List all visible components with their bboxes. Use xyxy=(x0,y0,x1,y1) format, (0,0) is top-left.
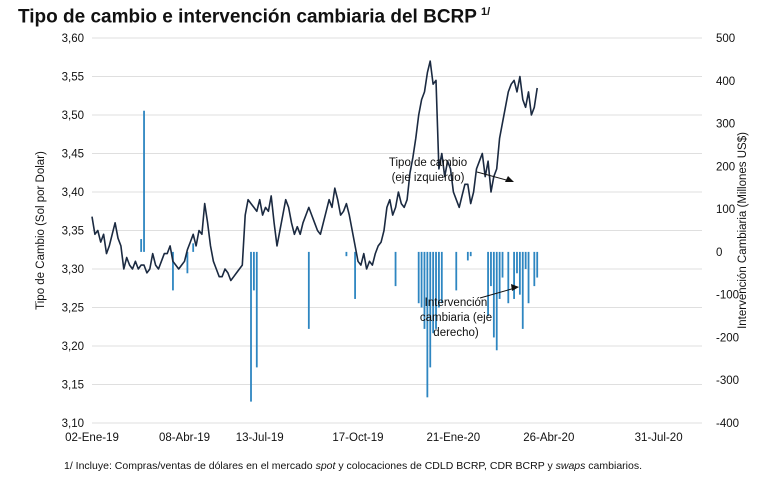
x-tick-label: 21-Ene-20 xyxy=(427,432,481,444)
x-tick-label: 08-Abr-19 xyxy=(159,432,210,444)
annotation-exchange-line2: (eje izquierdo) xyxy=(392,172,465,184)
intervention-bar xyxy=(455,251,458,291)
intervention-bar xyxy=(524,251,527,269)
chart-title-superscript: 1/ xyxy=(480,6,491,18)
intervention-bar xyxy=(513,251,515,299)
annotation-exchange-line1: Tipo de cambio xyxy=(389,157,467,169)
left-tick-label: 3,20 xyxy=(62,341,84,353)
intervention-bar xyxy=(492,251,495,338)
x-tick-label: 26-Abr-20 xyxy=(523,432,574,444)
intervention-bar xyxy=(501,251,504,278)
intervention-bar xyxy=(527,251,530,304)
intervention-bar xyxy=(186,251,189,274)
left-tick-label: 3,30 xyxy=(62,264,84,276)
intervention-bar xyxy=(255,251,258,368)
right-tick-label: 200 xyxy=(716,161,735,173)
intervention-bar xyxy=(518,251,521,295)
left-tick-label: 3,10 xyxy=(62,418,84,430)
left-tick-label: 3,50 xyxy=(62,110,84,122)
intervention-bar xyxy=(140,239,143,252)
intervention-bar xyxy=(438,251,440,308)
x-tick-label: 02-Ene-19 xyxy=(65,432,119,444)
right-tick-label: 500 xyxy=(716,33,735,45)
footnote-spot: spot xyxy=(315,460,336,472)
right-tick-label: -200 xyxy=(716,332,739,344)
right-tick-label: 400 xyxy=(716,76,735,88)
exchange-rate-line xyxy=(91,60,538,282)
x-tick-label: 13-Jul-19 xyxy=(236,432,284,444)
right-tick-label: 300 xyxy=(716,119,735,131)
footnote: 1/ Incluye: Compras/ventas de dólares en… xyxy=(64,460,642,472)
intervention-bar xyxy=(143,110,145,252)
intervention-bar xyxy=(252,251,255,291)
intervention-bar xyxy=(533,251,536,287)
footnote-swaps: swaps xyxy=(555,460,586,472)
intervention-bar xyxy=(192,243,195,252)
annotation-intervention-line3: derecho) xyxy=(433,327,479,339)
annotation-exchange-arrowhead xyxy=(505,176,514,182)
intervention-bar xyxy=(490,251,492,287)
x-tick-label: 17-Oct-19 xyxy=(332,432,383,444)
intervention-bar xyxy=(429,251,432,368)
intervention-bar xyxy=(432,251,435,334)
right-axis-title: Intervención Cambiaria (Millones US$) xyxy=(737,132,749,329)
left-tick-label: 3,40 xyxy=(62,187,84,199)
x-tick-label: 31-Jul-20 xyxy=(635,432,683,444)
intervention-bar xyxy=(345,251,348,257)
intervention-bar xyxy=(521,251,524,329)
intervention-bar xyxy=(172,251,174,291)
left-axis-title: Tipo de Cambio (Sol por Dolar) xyxy=(35,151,47,310)
left-tick-label: 3,45 xyxy=(62,149,84,161)
chart-title-text: Tipo de cambio e intervención cambiaria … xyxy=(18,6,477,28)
annotation-intervention-line2: cambiaria (eje xyxy=(420,312,492,324)
footnote-prefix: 1/ Incluye: Compras/ventas de dólares en… xyxy=(64,460,316,472)
intervention-bar xyxy=(417,251,420,304)
intervention-bar xyxy=(307,251,310,329)
intervention-bar xyxy=(420,251,423,308)
intervention-bar xyxy=(498,251,501,299)
intervention-bar xyxy=(516,251,518,274)
intervention-bar xyxy=(495,251,498,351)
intervention-bar xyxy=(250,251,252,402)
intervention-bar xyxy=(440,251,443,304)
left-tick-label: 3,55 xyxy=(62,72,84,84)
annotation-intervention-line1: Intervención xyxy=(425,297,488,309)
right-tick-label: -100 xyxy=(716,290,739,302)
right-tick-label: 0 xyxy=(716,247,722,259)
left-tick-label: 3,15 xyxy=(62,380,84,392)
intervention-bar xyxy=(507,251,510,304)
footnote-suffix: cambiarios. xyxy=(585,460,642,472)
intervention-bar xyxy=(487,251,489,317)
intervention-bar xyxy=(466,251,469,261)
right-tick-label: 100 xyxy=(716,204,735,216)
left-tick-label: 3,60 xyxy=(62,33,84,45)
annotation-intervention-arrow-line xyxy=(479,287,516,299)
chart-title: Tipo de cambio e intervención cambiaria … xyxy=(18,6,490,28)
annotation-exchange-arrow-line xyxy=(476,171,511,182)
annotation-intervention-arrowhead xyxy=(511,284,519,291)
intervention-bar xyxy=(394,251,397,287)
intervention-bar xyxy=(354,251,356,299)
intervention-bar xyxy=(469,251,472,257)
left-tick-label: 3,35 xyxy=(62,226,84,238)
right-tick-label: -300 xyxy=(716,375,739,387)
footnote-mid: y colocaciones de CDLD BCRP, CDR BCRP y xyxy=(335,460,556,472)
intervention-bar xyxy=(435,251,437,329)
right-tick-label: -400 xyxy=(716,418,739,430)
intervention-bar xyxy=(423,251,426,329)
intervention-bar xyxy=(426,251,429,398)
left-tick-label: 3,25 xyxy=(62,303,84,315)
intervention-bar xyxy=(536,251,539,278)
